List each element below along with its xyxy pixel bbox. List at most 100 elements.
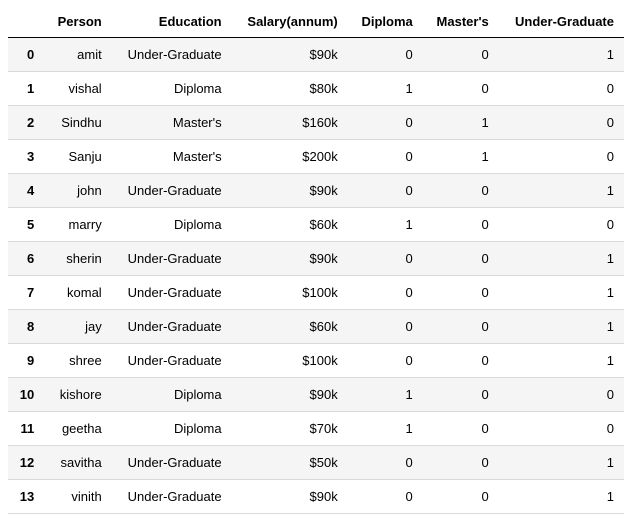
cell-masters: 1: [423, 140, 499, 174]
cell-salary: $100k: [232, 276, 348, 310]
cell-salary: $90k: [232, 480, 348, 514]
cell-person: kishore: [44, 378, 111, 412]
col-person: Person: [44, 6, 111, 38]
cell-person: Sindhu: [44, 106, 111, 140]
cell-education: Under-Graduate: [112, 344, 232, 378]
cell-undergrad: 1: [499, 38, 624, 72]
cell-salary: $70k: [232, 412, 348, 446]
cell-undergrad: 1: [499, 480, 624, 514]
cell-person: shree: [44, 344, 111, 378]
cell-masters: 0: [423, 72, 499, 106]
cell-index: 7: [8, 276, 44, 310]
cell-index: 2: [8, 106, 44, 140]
cell-diploma: 1: [348, 208, 423, 242]
cell-undergrad: 0: [499, 208, 624, 242]
cell-salary: $160k: [232, 106, 348, 140]
cell-salary: $200k: [232, 140, 348, 174]
col-education: Education: [112, 6, 232, 38]
cell-salary: $100k: [232, 344, 348, 378]
cell-undergrad: 0: [499, 106, 624, 140]
cell-education: Under-Graduate: [112, 276, 232, 310]
table-row: 11 geetha Diploma $70k 1 0 0: [8, 412, 624, 446]
table-body: 0 amit Under-Graduate $90k 0 0 1 1 visha…: [8, 38, 624, 514]
col-index: [8, 6, 44, 38]
cell-education: Under-Graduate: [112, 480, 232, 514]
cell-undergrad: 0: [499, 72, 624, 106]
cell-undergrad: 0: [499, 140, 624, 174]
cell-masters: 0: [423, 174, 499, 208]
cell-person: geetha: [44, 412, 111, 446]
cell-diploma: 0: [348, 106, 423, 140]
table-row: 2 Sindhu Master's $160k 0 1 0: [8, 106, 624, 140]
table-header-row: Person Education Salary(annum) Diploma M…: [8, 6, 624, 38]
table-row: 12 savitha Under-Graduate $50k 0 0 1: [8, 446, 624, 480]
cell-diploma: 0: [348, 174, 423, 208]
cell-person: komal: [44, 276, 111, 310]
cell-index: 4: [8, 174, 44, 208]
cell-masters: 1: [423, 106, 499, 140]
cell-masters: 0: [423, 412, 499, 446]
cell-salary: $90k: [232, 378, 348, 412]
cell-education: Under-Graduate: [112, 446, 232, 480]
cell-masters: 0: [423, 38, 499, 72]
table-row: 4 john Under-Graduate $90k 0 0 1: [8, 174, 624, 208]
cell-index: 13: [8, 480, 44, 514]
cell-index: 0: [8, 38, 44, 72]
cell-masters: 0: [423, 242, 499, 276]
cell-diploma: 0: [348, 140, 423, 174]
table-container: Person Education Salary(annum) Diploma M…: [0, 0, 632, 522]
table-row: 5 marry Diploma $60k 1 0 0: [8, 208, 624, 242]
cell-person: amit: [44, 38, 111, 72]
cell-masters: 0: [423, 276, 499, 310]
cell-education: Diploma: [112, 378, 232, 412]
cell-person: john: [44, 174, 111, 208]
table-row: 1 vishal Diploma $80k 1 0 0: [8, 72, 624, 106]
cell-undergrad: 1: [499, 344, 624, 378]
table-row: 6 sherin Under-Graduate $90k 0 0 1: [8, 242, 624, 276]
cell-masters: 0: [423, 344, 499, 378]
table-row: 3 Sanju Master's $200k 0 1 0: [8, 140, 624, 174]
cell-education: Diploma: [112, 412, 232, 446]
cell-diploma: 0: [348, 242, 423, 276]
table-row: 0 amit Under-Graduate $90k 0 0 1: [8, 38, 624, 72]
col-masters: Master's: [423, 6, 499, 38]
cell-person: sherin: [44, 242, 111, 276]
table-row: 8 jay Under-Graduate $60k 0 0 1: [8, 310, 624, 344]
table-row: 7 komal Under-Graduate $100k 0 0 1: [8, 276, 624, 310]
cell-education: Under-Graduate: [112, 38, 232, 72]
cell-education: Diploma: [112, 208, 232, 242]
cell-diploma: 0: [348, 310, 423, 344]
cell-undergrad: 1: [499, 242, 624, 276]
cell-education: Under-Graduate: [112, 310, 232, 344]
col-diploma: Diploma: [348, 6, 423, 38]
cell-index: 8: [8, 310, 44, 344]
cell-masters: 0: [423, 310, 499, 344]
cell-salary: $60k: [232, 310, 348, 344]
cell-undergrad: 1: [499, 174, 624, 208]
cell-diploma: 1: [348, 412, 423, 446]
cell-index: 3: [8, 140, 44, 174]
cell-diploma: 1: [348, 378, 423, 412]
cell-index: 12: [8, 446, 44, 480]
cell-diploma: 0: [348, 480, 423, 514]
cell-salary: $80k: [232, 72, 348, 106]
cell-person: vishal: [44, 72, 111, 106]
col-salary: Salary(annum): [232, 6, 348, 38]
cell-education: Diploma: [112, 72, 232, 106]
table-row: 13 vinith Under-Graduate $90k 0 0 1: [8, 480, 624, 514]
col-undergrad: Under-Graduate: [499, 6, 624, 38]
cell-education: Under-Graduate: [112, 242, 232, 276]
cell-person: savitha: [44, 446, 111, 480]
cell-diploma: 1: [348, 72, 423, 106]
cell-salary: $90k: [232, 242, 348, 276]
cell-diploma: 0: [348, 446, 423, 480]
cell-index: 11: [8, 412, 44, 446]
cell-undergrad: 0: [499, 378, 624, 412]
cell-index: 10: [8, 378, 44, 412]
cell-salary: $50k: [232, 446, 348, 480]
cell-education: Master's: [112, 106, 232, 140]
cell-undergrad: 0: [499, 412, 624, 446]
cell-masters: 0: [423, 480, 499, 514]
cell-diploma: 0: [348, 38, 423, 72]
table-header: Person Education Salary(annum) Diploma M…: [8, 6, 624, 38]
